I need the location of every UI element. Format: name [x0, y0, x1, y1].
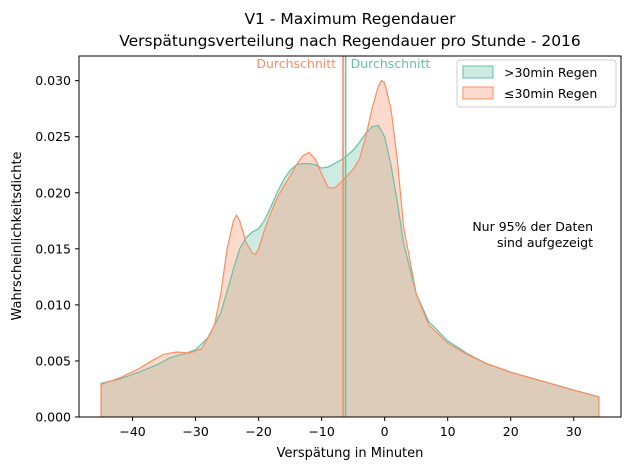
- chart-subtitle: Verspätungsverteilung nach Regendauer pr…: [119, 32, 581, 50]
- legend-swatch-long-rain: [462, 65, 494, 79]
- density-line-short-rain: [100, 79, 600, 418]
- annotation-line-2: sind aufgezeigt: [497, 235, 593, 250]
- y-tick-label: 0.005: [35, 353, 71, 368]
- x-axis-label: Verspätung in Minuten: [277, 446, 424, 461]
- x-tick-label: 10: [440, 424, 456, 439]
- y-tick-label: 0.025: [35, 129, 71, 144]
- x-tick-label: −40: [119, 424, 145, 439]
- legend: >30min Regen ≤30min Regen: [456, 59, 617, 108]
- y-axis-label: Wahrscheinlichkeitsdichte: [10, 151, 25, 320]
- x-tick-label: −10: [308, 424, 334, 439]
- density-area-long-rain: [101, 125, 599, 417]
- annotation-line-1: Nur 95% der Daten: [472, 219, 593, 234]
- x-tick-label: 30: [566, 424, 582, 439]
- plot-frame: [78, 55, 622, 418]
- y-tick-label: 0.015: [35, 241, 71, 256]
- chart-title: V1 - Maximum Regendauer: [244, 10, 456, 28]
- y-tick-label: 0.000: [35, 410, 71, 425]
- x-tick-label: 20: [503, 424, 519, 439]
- x-tick-label: −20: [245, 424, 271, 439]
- x-tick-label: 0: [381, 424, 389, 439]
- y-tick-label: 0.020: [35, 185, 71, 200]
- mean-label-long-rain: Durchschnitt: [351, 56, 431, 71]
- plot-area: Durchschnitt Durchschnitt: [100, 56, 600, 418]
- legend-label-long-rain: >30min Regen: [504, 65, 597, 80]
- y-axis: 0.000 0.005 0.010 0.015 0.020 0.025 0.030: [35, 73, 79, 425]
- legend-swatch-short-rain: [462, 86, 494, 100]
- legend-frame: [456, 59, 617, 108]
- x-axis: −40 −30 −20 −10 0 10 20 30: [119, 417, 582, 439]
- legend-label-short-rain: ≤30min Regen: [504, 86, 597, 101]
- x-tick-label: −30: [182, 424, 208, 439]
- mean-label-short-rain: Durchschnitt: [256, 56, 336, 71]
- y-tick-label: 0.010: [35, 297, 71, 312]
- y-tick-label: 0.030: [35, 73, 71, 88]
- density-area-short-rain: [101, 80, 599, 417]
